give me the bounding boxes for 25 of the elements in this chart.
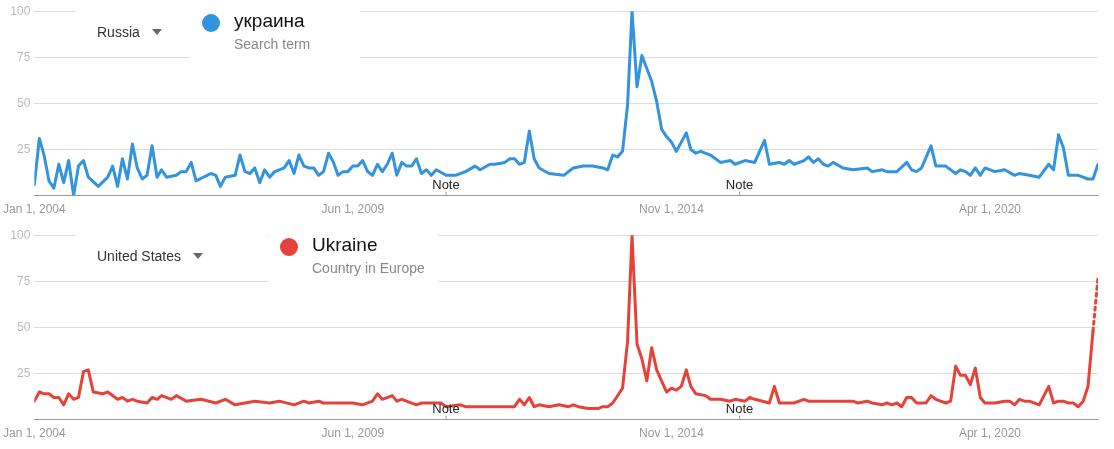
x-tick-label: Nov 1, 2014 (639, 202, 705, 217)
x-tick-label: Jan 1, 2004 (3, 202, 67, 217)
x-tick-label: Nov 1, 2014 (639, 426, 705, 441)
y-tick-label: 50 (17, 95, 31, 110)
annotation: Country in Europe (312, 260, 425, 276)
y-tick-label: 75 (17, 49, 31, 64)
legend-label: Ukraine (312, 234, 379, 256)
y-tick-label: 25 (17, 141, 31, 156)
annotation: Search term (234, 36, 311, 52)
annotation: Note (725, 400, 754, 416)
annotation: Note (432, 176, 460, 192)
y-tick-label: 50 (17, 319, 31, 334)
y-tick-label: 25 (17, 365, 31, 380)
annotation: United States (97, 248, 182, 264)
y-tick-label: 100 (10, 3, 31, 18)
y-tick-label: 75 (17, 273, 31, 288)
x-tick-label: Jun 1, 2009 (321, 426, 385, 441)
annotation: Note (725, 176, 754, 192)
x-tick-label: Jun 1, 2009 (321, 202, 385, 217)
x-tick-label: Apr 1, 2020 (958, 202, 1022, 217)
legend-label: украина (234, 10, 306, 32)
x-tick-label: Jan 1, 2004 (3, 426, 67, 441)
x-tick-label: Apr 1, 2020 (958, 426, 1022, 441)
y-tick-label: 100 (10, 227, 31, 242)
annotation: Russia (97, 24, 140, 40)
